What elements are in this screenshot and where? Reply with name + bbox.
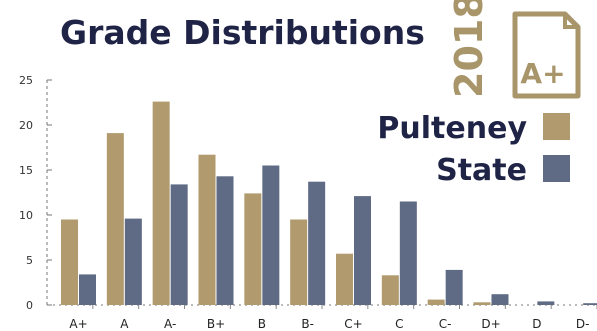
bar-pulteney-D+: [473, 302, 491, 305]
legend-swatch-pulteney: [543, 113, 570, 140]
bar-state-A+: [79, 274, 96, 305]
document-icon-grade: A+: [520, 57, 565, 90]
y-tick-label: 15: [19, 164, 33, 177]
x-tick-label: C-: [439, 317, 452, 331]
bar-state-D+: [491, 294, 509, 305]
axes: 0 5 10 15 20 25: [19, 74, 597, 312]
x-tick-label: A: [120, 317, 129, 331]
y-tick-label: 10: [19, 209, 33, 222]
bar-state-C+: [354, 196, 371, 305]
bar-pulteney-C: [381, 275, 399, 305]
bar-pulteney-A-: [152, 101, 170, 305]
y-tick-label: 5: [26, 254, 33, 267]
chart-title: Grade Distributions: [60, 13, 425, 52]
x-tick-label: B-: [301, 317, 314, 331]
bar-state-B+: [216, 176, 234, 305]
x-tick-label: A+: [69, 317, 87, 331]
x-tick-label: C+: [344, 317, 362, 331]
x-tick-label: B: [258, 317, 266, 331]
x-tick-label: A-: [164, 317, 176, 331]
bar-pulteney-C-: [427, 299, 445, 305]
year-label: 2018: [447, 0, 491, 98]
document-icon: A+: [512, 11, 581, 99]
bar-state-A: [124, 218, 142, 305]
bar-pulteney-C+: [336, 253, 353, 305]
y-tick-label: 25: [19, 74, 33, 87]
legend-label-pulteney: Pulteney: [377, 111, 527, 146]
bar-pulteney-B: [244, 193, 262, 305]
bar-pulteney-A: [106, 133, 124, 305]
y-tick-label: 20: [19, 119, 33, 132]
bars: [61, 101, 597, 305]
legend: Pulteney State: [377, 111, 570, 188]
x-tick-label: D: [532, 317, 541, 331]
y-tick-label: 0: [26, 299, 33, 312]
legend-label-state: State: [436, 153, 527, 188]
bar-state-B: [262, 165, 280, 305]
bar-pulteney-B+: [198, 154, 216, 305]
bar-state-C-: [445, 269, 463, 305]
x-tick-label: D+: [481, 317, 500, 331]
bar-state-C: [399, 201, 417, 305]
x-axis-labels: A+ A A- B+ B B- C+ C C- D+ D D-: [69, 317, 589, 331]
bar-state-A-: [170, 184, 188, 305]
x-tick-label: D-: [576, 317, 590, 331]
bar-state-D-: [583, 303, 597, 305]
legend-swatch-state: [543, 155, 570, 182]
bar-pulteney-A+: [61, 219, 78, 305]
x-tick-label: C: [395, 317, 403, 331]
bar-state-B-: [308, 181, 326, 305]
bar-state-D: [537, 301, 555, 305]
x-tick-label: B+: [207, 317, 225, 331]
bar-pulteney-B-: [290, 219, 308, 305]
